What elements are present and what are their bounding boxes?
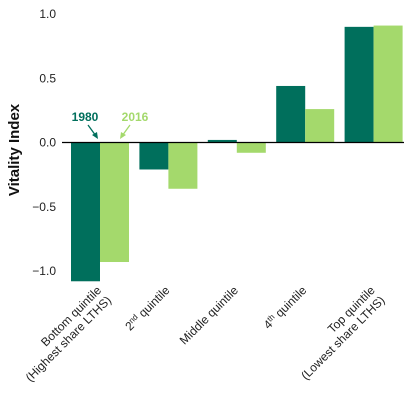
bar-1980-1 [139, 142, 169, 170]
y-tick-label: −1.0 [32, 264, 56, 278]
legend-arrowhead-2016 [120, 132, 126, 139]
y-tick-label: 0.5 [39, 71, 56, 85]
bar-2016-4 [373, 25, 403, 143]
category-label: 2nd quintile [122, 283, 173, 334]
bar-2016-0 [100, 142, 129, 263]
y-axis-title: Vitality Index [6, 103, 23, 196]
bar-1980-3 [276, 85, 306, 143]
legend-label-2016: 2016 [122, 110, 149, 124]
legend-arrowhead-1980 [92, 132, 98, 139]
y-tick-label: 0.0 [39, 136, 56, 150]
y-tick-label: 1.0 [39, 7, 56, 21]
bar-2016-1 [168, 142, 198, 189]
legend: 1980 2016 [72, 110, 149, 139]
category-labels: Bottom quintile(Highest share LTHS) 2nd q… [13, 283, 388, 384]
category-label: Bottom quintile(Highest share LTHS) [13, 283, 114, 384]
category-label: Middle quintile [177, 283, 241, 347]
y-tick-label: −0.5 [32, 200, 56, 214]
legend-label-1980: 1980 [72, 110, 99, 124]
bar-1980-2 [207, 139, 237, 143]
y-axis: 1.0 0.5 0.0 −0.5 −1.0 [32, 7, 56, 278]
bar-2016-3 [305, 109, 335, 143]
bar-2016-2 [236, 142, 266, 153]
bar-1980-4 [344, 26, 374, 143]
bars [71, 25, 403, 282]
bar-1980-0 [71, 142, 100, 282]
category-label: 4th quintile [260, 283, 309, 332]
